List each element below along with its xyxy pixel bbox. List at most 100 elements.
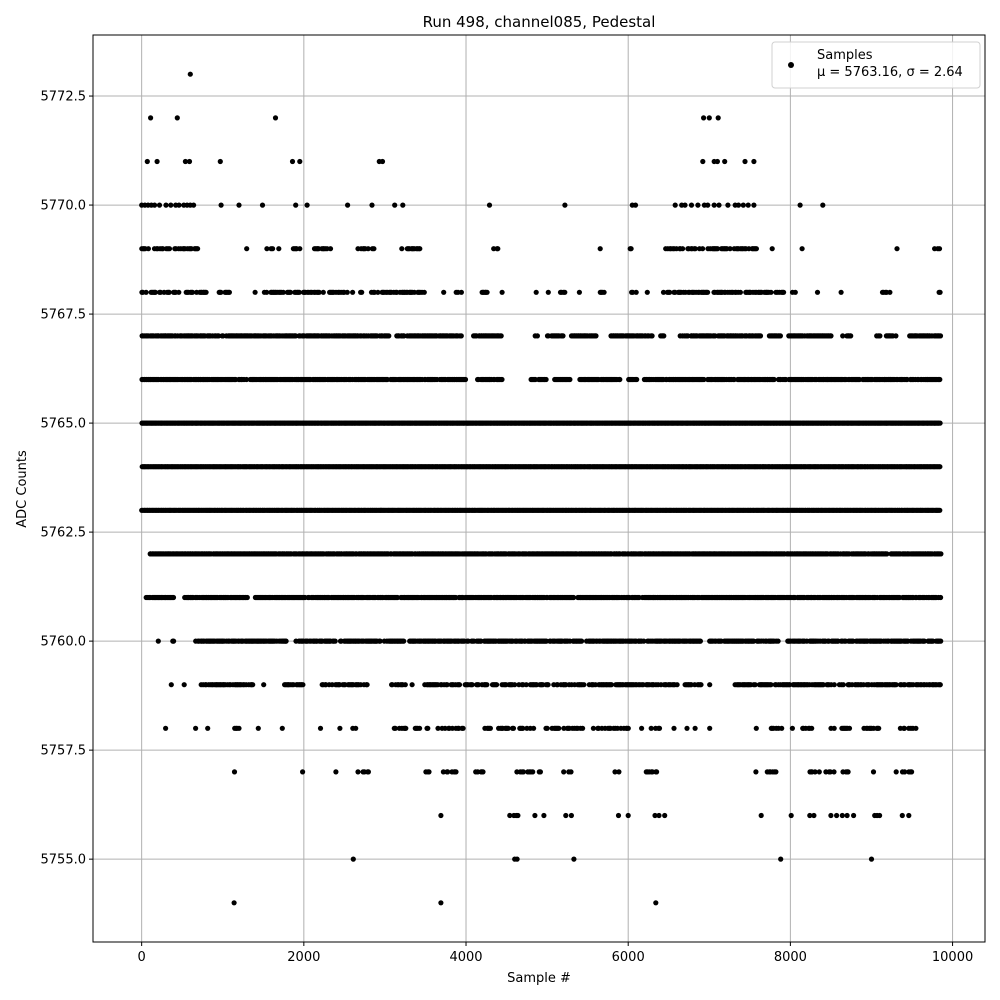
data-point xyxy=(742,158,748,165)
data-point xyxy=(688,202,695,208)
data-point xyxy=(359,289,365,295)
data-point xyxy=(571,856,577,862)
data-point xyxy=(667,289,673,295)
data-point xyxy=(661,333,667,339)
data-points xyxy=(139,71,944,906)
data-point xyxy=(937,289,943,295)
data-point xyxy=(828,812,834,819)
data-point xyxy=(848,333,854,339)
data-point xyxy=(751,202,757,208)
data-point xyxy=(345,202,351,208)
data-point xyxy=(662,812,668,819)
data-point xyxy=(568,812,575,819)
data-point xyxy=(838,289,844,295)
data-point xyxy=(792,289,798,295)
data-point xyxy=(421,289,427,295)
data-point xyxy=(938,551,944,557)
data-point xyxy=(145,246,151,252)
data-point xyxy=(706,115,712,121)
data-point xyxy=(834,812,840,819)
data-point xyxy=(276,246,282,252)
data-point xyxy=(156,202,163,208)
data-point xyxy=(533,289,539,295)
data-point xyxy=(788,812,794,819)
data-point xyxy=(400,202,406,208)
data-point xyxy=(152,289,158,295)
data-point xyxy=(252,289,258,295)
data-point xyxy=(218,289,224,295)
data-point xyxy=(327,246,334,252)
data-point xyxy=(893,333,899,339)
data-point xyxy=(769,246,775,252)
data-point xyxy=(705,289,711,295)
data-point xyxy=(715,115,721,121)
data-point xyxy=(722,158,728,165)
data-point xyxy=(287,289,294,295)
data-point xyxy=(316,289,322,295)
data-point xyxy=(543,376,549,383)
data-point xyxy=(379,158,386,165)
data-point xyxy=(264,289,270,295)
data-point xyxy=(714,158,721,165)
data-point xyxy=(399,246,405,252)
data-point xyxy=(320,289,326,295)
data-point xyxy=(737,289,744,295)
data-point xyxy=(495,246,501,252)
data-point xyxy=(797,202,803,208)
data-point xyxy=(740,202,746,208)
data-point xyxy=(701,115,707,121)
data-point xyxy=(799,246,805,252)
data-point xyxy=(814,289,821,295)
data-point xyxy=(811,812,817,819)
data-point xyxy=(243,376,250,383)
data-point xyxy=(545,289,551,295)
data-point xyxy=(226,289,232,295)
data-point xyxy=(417,246,423,252)
data-point xyxy=(725,202,731,208)
data-point xyxy=(534,333,541,339)
data-point xyxy=(189,289,196,295)
data-point xyxy=(745,202,751,208)
data-point xyxy=(143,289,149,295)
data-point xyxy=(170,594,177,601)
data-point xyxy=(633,289,639,295)
data-point xyxy=(486,202,493,208)
data-point xyxy=(851,812,857,819)
data-point xyxy=(617,376,623,383)
data-point xyxy=(176,202,182,208)
data-point xyxy=(174,115,180,121)
data-point xyxy=(906,812,912,819)
data-point xyxy=(877,812,883,819)
data-point xyxy=(532,812,538,819)
data-point xyxy=(768,289,774,295)
data-point xyxy=(499,289,505,295)
data-point xyxy=(392,202,398,208)
data-point xyxy=(700,158,706,165)
data-point xyxy=(844,812,850,819)
data-point xyxy=(166,246,173,252)
data-point xyxy=(371,246,377,252)
data-point xyxy=(649,333,655,339)
data-point xyxy=(777,333,784,339)
data-point xyxy=(166,289,172,295)
data-point xyxy=(899,812,905,819)
data-point xyxy=(297,246,303,252)
data-point xyxy=(438,900,444,906)
data-point xyxy=(567,376,573,383)
data-point xyxy=(937,376,943,383)
data-point xyxy=(868,856,875,862)
data-point xyxy=(680,246,686,252)
data-point xyxy=(507,812,513,819)
data-point xyxy=(820,202,826,208)
data-point xyxy=(498,333,504,339)
data-point xyxy=(163,202,169,208)
data-point xyxy=(350,856,356,862)
data-point xyxy=(236,202,242,208)
data-point xyxy=(563,812,569,819)
data-point xyxy=(937,420,943,426)
data-point xyxy=(293,202,299,208)
data-point xyxy=(191,202,197,208)
data-point xyxy=(656,812,662,819)
data-point xyxy=(652,812,658,819)
data-point xyxy=(187,71,193,77)
